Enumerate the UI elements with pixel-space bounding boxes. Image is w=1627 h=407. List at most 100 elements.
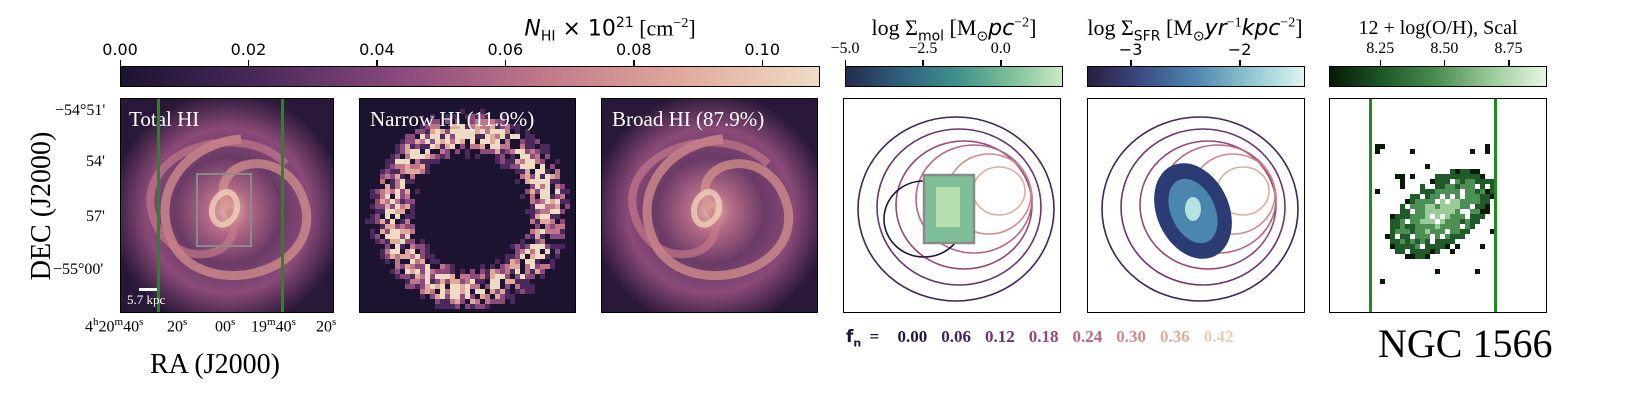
- narrow-hi-pixel: [525, 284, 530, 289]
- narrow-hi-pixel: [410, 214, 415, 219]
- oh-pixel: [1450, 219, 1455, 224]
- ra-tick-2: 00s: [215, 316, 235, 336]
- narrow-hi-pixel: [525, 169, 530, 174]
- sfr-panel: [1087, 98, 1305, 313]
- narrow-hi-pixel: [545, 254, 550, 259]
- oh-pixel: [1375, 149, 1380, 154]
- fn-legend: fn = 0.00 0.06 0.12 0.18 0.24 0.30 0.36 0.42: [846, 327, 1233, 349]
- oh-pixel: [1455, 204, 1460, 209]
- narrow-hi-label: Narrow HI (11.9%): [370, 107, 535, 131]
- narrow-hi-pixel: [545, 229, 550, 234]
- narrow-hi-pixel: [440, 289, 445, 294]
- oh-pixel: [1420, 189, 1425, 194]
- narrow-hi-pixel: [410, 174, 415, 179]
- narrow-hi-pixel: [390, 249, 395, 254]
- oh-pixel: [1410, 149, 1415, 154]
- oh-pixel: [1465, 184, 1470, 189]
- narrow-hi-pixel: [535, 219, 540, 224]
- narrow-hi-pixel: [530, 144, 535, 149]
- narrow-hi-pixel: [415, 149, 420, 154]
- oh-pixel: [1410, 224, 1415, 229]
- narrow-hi-pixel: [480, 269, 485, 274]
- ra-tick-0-sup3: s: [139, 316, 144, 328]
- oh-pixel: [1415, 214, 1420, 219]
- fn-eq: =: [869, 327, 880, 346]
- narrow-hi-pixel: [480, 274, 485, 279]
- narrow-hi-pixel: [415, 164, 420, 169]
- oh-pixel: [1420, 229, 1425, 234]
- narrow-hi-pixel: [390, 159, 395, 164]
- narrow-hi-pixel: [515, 159, 520, 164]
- narrow-hi-pixel: [425, 159, 430, 164]
- narrow-hi-pixel: [375, 204, 380, 209]
- oh-pixel: [1460, 184, 1465, 189]
- sfr-colorbar-tick-label: −2: [1227, 40, 1252, 59]
- ra-tick-3-sup1: m: [267, 316, 276, 328]
- narrow-hi-pixel: [530, 134, 535, 139]
- narrow-hi-pixel: [545, 249, 550, 254]
- hi-title-rest: × 10: [555, 16, 616, 42]
- oh-pixel: [1465, 169, 1470, 174]
- narrow-hi-pixel: [535, 249, 540, 254]
- oh-pixel: [1430, 189, 1435, 194]
- narrow-hi-pixel: [465, 304, 470, 309]
- narrow-hi-pixel: [545, 179, 550, 184]
- oh-pixel: [1440, 184, 1445, 189]
- oh-pixel: [1475, 199, 1480, 204]
- narrow-hi-pixel: [505, 144, 510, 149]
- narrow-hi-pixel: [415, 139, 420, 144]
- narrow-hi-pixel: [405, 254, 410, 259]
- oh-pixel: [1480, 184, 1485, 189]
- narrow-hi-pixel: [500, 154, 505, 159]
- narrow-hi-pixel: [470, 304, 475, 309]
- narrow-hi-pixel: [515, 134, 520, 139]
- hi-colorbar-tick-label: 0.00: [102, 40, 138, 59]
- narrow-hi-pixel: [560, 184, 565, 189]
- narrow-hi-pixel: [435, 134, 440, 139]
- narrow-hi-pixel: [495, 159, 500, 164]
- narrow-hi-pixel: [455, 129, 460, 134]
- narrow-hi-pixel: [530, 269, 535, 274]
- narrow-hi-pixel: [555, 179, 560, 184]
- narrow-hi-pixel: [550, 164, 555, 169]
- narrow-hi-pixel: [375, 199, 380, 204]
- fn-value: 0.18: [1028, 327, 1059, 346]
- narrow-hi-pixel: [480, 114, 485, 119]
- narrow-hi-pixel: [480, 134, 485, 139]
- oh-pixel: [1415, 209, 1420, 214]
- oh-pixel: [1490, 184, 1495, 189]
- narrow-hi-pixel: [455, 149, 460, 154]
- narrow-hi-pixel: [445, 149, 450, 154]
- narrow-hi-pixel: [525, 154, 530, 159]
- narrow-hi-pixel: [500, 149, 505, 154]
- oh-pixel: [1485, 199, 1490, 204]
- narrow-hi-pixel: [470, 129, 475, 134]
- oh-pixel: [1400, 244, 1405, 249]
- oh-pixel: [1450, 204, 1455, 209]
- narrow-hi-pixel: [530, 254, 535, 259]
- narrow-hi-pixel: [500, 124, 505, 129]
- narrow-hi-pixel: [485, 274, 490, 279]
- mol-title-unit: [M: [944, 15, 977, 40]
- narrow-hi-pixel: [380, 239, 385, 244]
- narrow-hi-pixel: [450, 144, 455, 149]
- narrow-hi-pixel: [540, 209, 545, 214]
- sfr-title: log Σ: [1087, 15, 1134, 40]
- narrow-hi-pixel: [405, 144, 410, 149]
- oh-pixel: [1445, 174, 1450, 179]
- narrow-hi-pixel: [515, 279, 520, 284]
- narrow-hi-pixel: [435, 259, 440, 264]
- sfr-colorbar: [1087, 66, 1305, 87]
- narrow-hi-pixel: [395, 274, 400, 279]
- narrow-hi-pixel: [510, 134, 515, 139]
- narrow-hi-pixel: [510, 154, 515, 159]
- oh-pixel: [1435, 269, 1440, 274]
- sfr-colorbar-title: log ΣSFR [M⊙yr−1kpc−2]: [1060, 15, 1330, 45]
- narrow-hi-pixel: [475, 129, 480, 134]
- oh-pixel: [1455, 209, 1460, 214]
- narrow-hi-pixel: [500, 134, 505, 139]
- narrow-hi-pixel: [550, 264, 555, 269]
- oh-pixel: [1425, 219, 1430, 224]
- narrow-hi-pixel: [560, 244, 565, 249]
- oh-pixel: [1470, 189, 1475, 194]
